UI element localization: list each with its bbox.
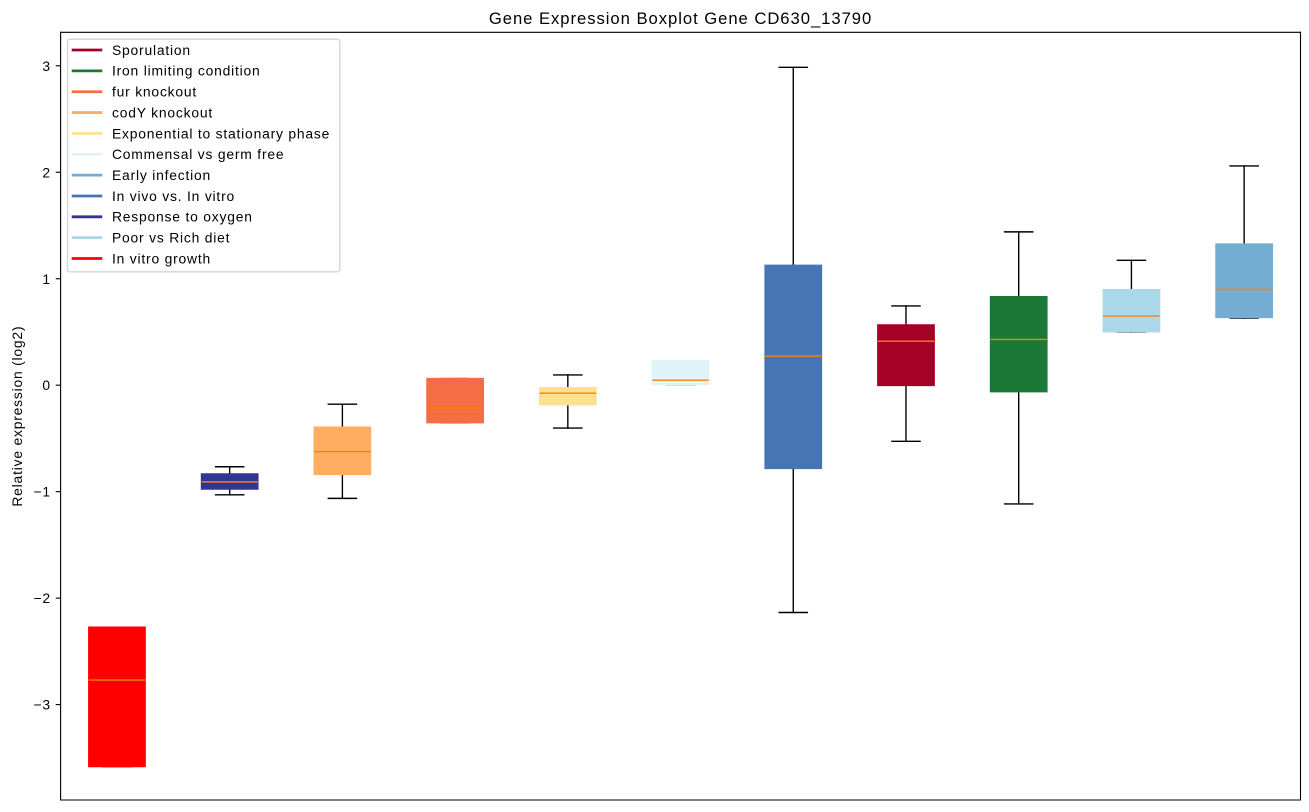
svg-text:3: 3 (42, 58, 51, 74)
svg-text:−3: −3 (33, 697, 50, 713)
svg-text:In vivo vs. In vitro: In vivo vs. In vitro (112, 188, 235, 204)
svg-text:Relative expression (log2): Relative expression (log2) (9, 326, 25, 507)
svg-text:fur knockout: fur knockout (112, 84, 197, 100)
svg-text:Commensal vs germ free: Commensal vs germ free (112, 146, 284, 162)
svg-text:Sporulation: Sporulation (112, 42, 191, 58)
svg-text:In vitro growth: In vitro growth (112, 250, 211, 266)
svg-text:Poor vs Rich diet: Poor vs Rich diet (112, 230, 230, 246)
svg-text:Iron limiting condition: Iron limiting condition (112, 63, 261, 79)
svg-text:Response to oxygen: Response to oxygen (112, 209, 253, 225)
svg-text:Gene Expression Boxplot Gene C: Gene Expression Boxplot Gene CD630_13790 (489, 9, 872, 28)
svg-text:−2: −2 (33, 590, 50, 606)
svg-text:−1: −1 (33, 484, 50, 500)
svg-text:codY knockout: codY knockout (112, 104, 213, 120)
svg-text:0: 0 (42, 377, 51, 393)
svg-text:Exponential to stationary phas: Exponential to stationary phase (112, 125, 330, 141)
svg-text:Early infection: Early infection (112, 167, 211, 183)
svg-text:2: 2 (42, 164, 51, 180)
svg-text:1: 1 (42, 271, 51, 287)
